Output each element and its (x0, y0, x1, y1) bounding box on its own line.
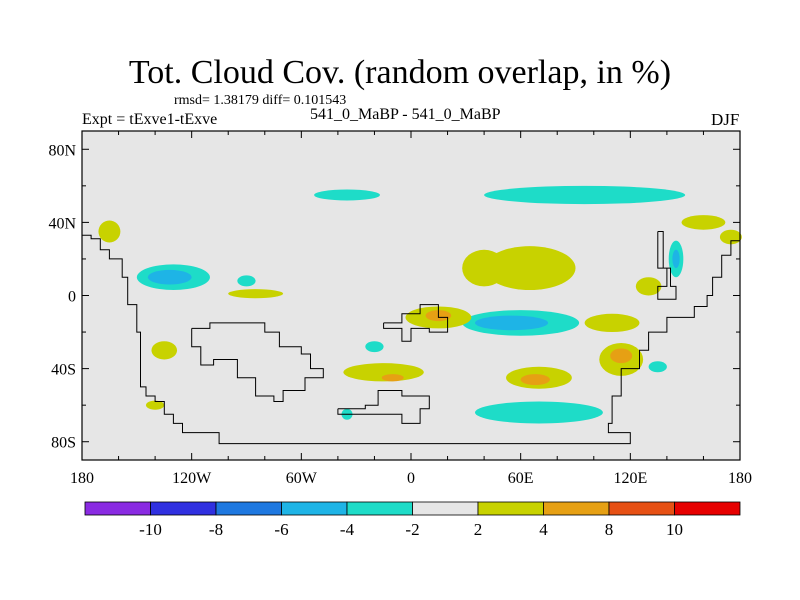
anomaly-region (672, 249, 680, 269)
anomaly-region (584, 313, 640, 333)
anomaly-region (314, 189, 380, 201)
x-tick-label: 120E (613, 470, 647, 487)
colorbar-swatch (84, 501, 151, 516)
x-tick-label: 120W (172, 470, 212, 487)
anomaly-region (145, 400, 165, 410)
colorbar-swatch (477, 501, 544, 516)
coastline (383, 304, 449, 342)
coastline (657, 231, 677, 300)
anomaly-region (151, 341, 178, 360)
anomaly-region (635, 277, 662, 296)
colorbar-label: -8 (209, 520, 223, 539)
anomaly-region (147, 269, 192, 285)
x-tick-label: 60E (508, 470, 534, 487)
colorbar-swatch (150, 501, 217, 516)
colorbar-label: -4 (340, 520, 355, 539)
colorbar-label: 10 (666, 520, 683, 539)
coastline (191, 322, 324, 402)
colorbar-swatch (215, 501, 282, 516)
plot-background (82, 131, 740, 460)
y-tick-label: 0 (68, 289, 76, 306)
y-tick-label: 40S (51, 362, 76, 379)
y-tick-label: 80S (51, 435, 76, 452)
coastline (82, 234, 740, 445)
colorbar-swatch (412, 501, 479, 516)
colorbar-label: -10 (139, 520, 162, 539)
anomaly-region (381, 374, 404, 382)
anomaly-region (343, 363, 424, 382)
anomaly-region (520, 374, 550, 386)
anomaly-region (484, 246, 576, 291)
anomaly-region (237, 275, 256, 287)
colorbar-label: -6 (274, 520, 288, 539)
x-tick-label: 0 (407, 470, 415, 487)
x-tick-label: 180 (70, 470, 94, 487)
case-label: 541_0_MaBP - 541_0_MaBP (310, 106, 501, 123)
anomaly-region (98, 220, 121, 243)
y-tick-label: 40N (48, 215, 76, 232)
anomaly-region (365, 341, 384, 353)
x-tick-label: 60W (286, 470, 318, 487)
anomaly-region (484, 185, 686, 205)
anomaly-region (474, 315, 549, 331)
coastline (337, 390, 430, 424)
colorbar-swatch (608, 501, 675, 516)
colorbar-swatch (281, 501, 348, 516)
anomaly-region (648, 361, 667, 373)
anomaly-region (474, 401, 603, 424)
colorbar-label: -2 (405, 520, 419, 539)
anomaly-region (610, 348, 633, 364)
colorbar-label: 2 (474, 520, 483, 539)
x-tick-label: 180 (728, 470, 752, 487)
y-tick-label: 80N (48, 142, 76, 159)
anomaly-region (681, 215, 726, 230)
colorbar-label: 4 (539, 520, 548, 539)
anomaly-region (228, 289, 284, 299)
experiment-label: Expt = tExve1-tExve (82, 111, 218, 128)
colorbar-swatch (674, 501, 741, 516)
colorbar-swatch (346, 501, 413, 516)
stats-label: rmsd= 1.38179 diff= 0.101543 (174, 93, 347, 108)
chart-title: Tot. Cloud Cov. (random overlap, in %) (128, 54, 672, 91)
season-label: DJF (711, 110, 740, 129)
colorbar-label: 8 (605, 520, 614, 539)
colorbar-swatch (543, 501, 610, 516)
